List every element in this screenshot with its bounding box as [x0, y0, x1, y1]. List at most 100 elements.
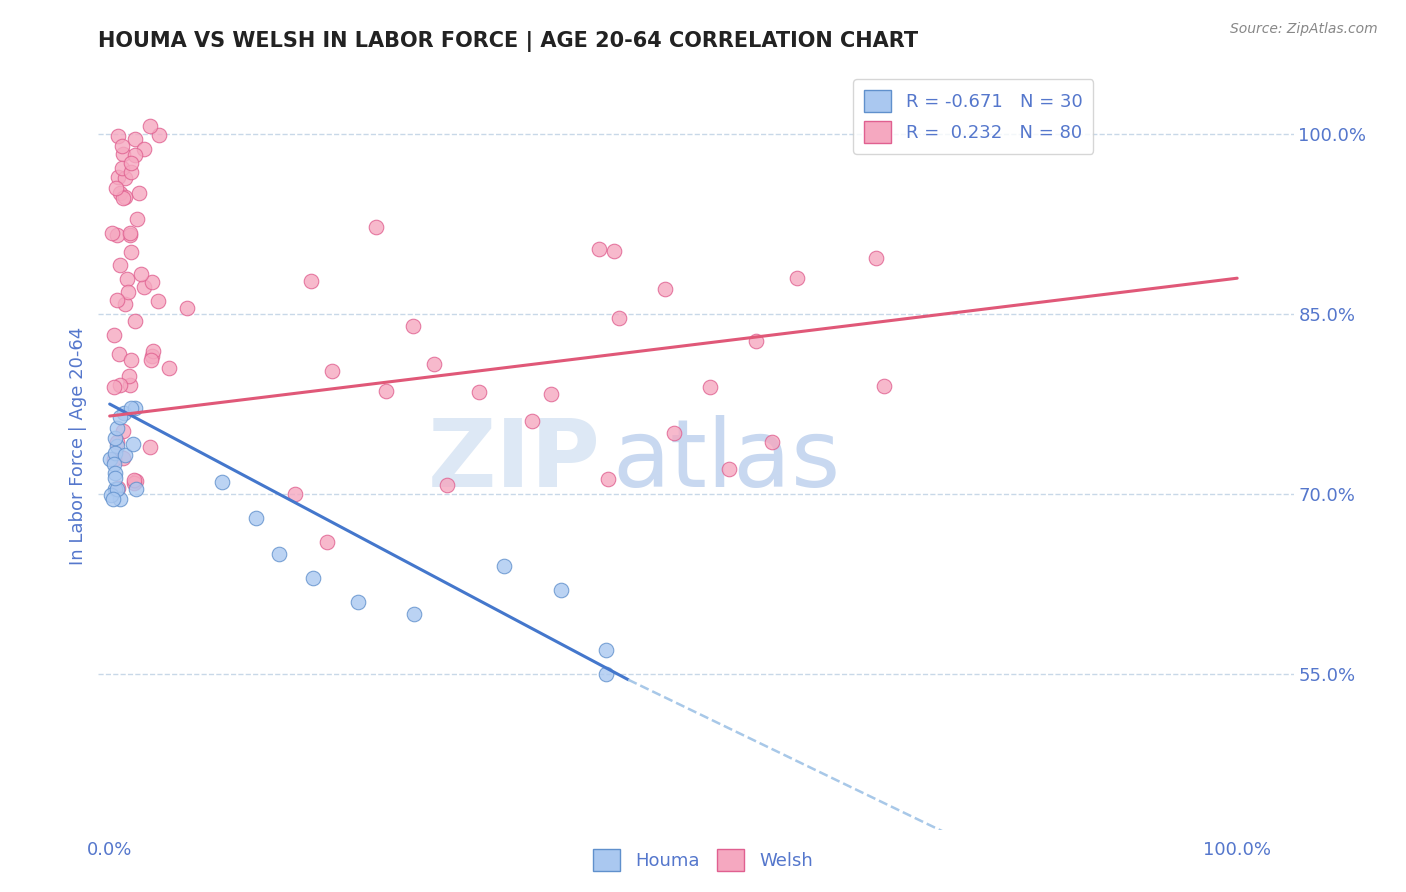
Point — [699, 380, 721, 394]
Point — [114, 448, 136, 462]
Point — [120, 245, 142, 260]
Point — [125, 474, 148, 488]
Point — [103, 457, 125, 471]
Point — [114, 190, 136, 204]
Point — [364, 220, 387, 235]
Point — [283, 487, 305, 501]
Legend: Houma, Welsh: Houma, Welsh — [586, 842, 820, 879]
Point — [114, 170, 136, 185]
Legend: R = -0.671   N = 30, R =  0.232   N = 80: R = -0.671 N = 30, R = 0.232 N = 80 — [853, 79, 1094, 154]
Point — [118, 369, 141, 384]
Text: atlas: atlas — [613, 416, 841, 508]
Point — [595, 642, 617, 657]
Point — [108, 491, 131, 506]
Point — [120, 228, 142, 243]
Point — [865, 252, 887, 266]
Point — [745, 334, 768, 348]
Point — [98, 452, 121, 467]
Point — [107, 169, 129, 184]
Point — [346, 595, 368, 609]
Point — [108, 259, 131, 273]
Point — [654, 282, 676, 296]
Y-axis label: In Labor Force | Age 20-64: In Labor Force | Age 20-64 — [69, 326, 87, 566]
Point — [321, 364, 343, 378]
Point — [662, 425, 685, 440]
Point — [139, 119, 162, 133]
Point — [105, 293, 128, 307]
Point — [111, 161, 134, 175]
Point — [132, 142, 155, 156]
Point — [124, 401, 146, 415]
Point — [522, 414, 544, 428]
Point — [595, 666, 617, 681]
Point — [108, 409, 131, 424]
Point — [423, 357, 446, 371]
Point — [111, 450, 134, 465]
Point — [148, 294, 170, 309]
Point — [316, 535, 339, 549]
Point — [104, 471, 127, 485]
Point — [267, 547, 290, 561]
Point — [120, 377, 142, 392]
Point — [122, 475, 145, 490]
Point — [375, 384, 398, 398]
Point — [301, 571, 323, 585]
Point — [142, 343, 165, 358]
Point — [104, 483, 127, 497]
Point — [299, 274, 322, 288]
Point — [148, 128, 170, 142]
Point — [128, 186, 150, 201]
Point — [129, 268, 152, 282]
Point — [603, 244, 626, 258]
Point — [132, 280, 155, 294]
Point — [101, 226, 124, 240]
Text: Source: ZipAtlas.com: Source: ZipAtlas.com — [1230, 22, 1378, 37]
Point — [588, 243, 610, 257]
Point — [139, 353, 162, 368]
Point — [104, 466, 127, 480]
Point — [718, 462, 741, 476]
Point — [105, 227, 128, 242]
Point — [141, 350, 163, 364]
Point — [124, 132, 146, 146]
Point — [100, 487, 122, 501]
Point — [105, 421, 128, 435]
Point — [761, 434, 783, 449]
Point — [468, 384, 491, 399]
Point — [114, 297, 136, 311]
Point — [112, 406, 135, 420]
Point — [157, 361, 180, 376]
Point — [120, 353, 142, 368]
Point — [786, 271, 808, 285]
Point — [609, 310, 631, 325]
Point — [540, 387, 562, 401]
Text: HOUMA VS WELSH IN LABOR FORCE | AGE 20-64 CORRELATION CHART: HOUMA VS WELSH IN LABOR FORCE | AGE 20-6… — [98, 31, 918, 53]
Point — [101, 491, 124, 506]
Point — [550, 582, 572, 597]
Point — [115, 272, 138, 286]
Point — [105, 482, 128, 496]
Point — [120, 156, 142, 170]
Text: ZIP: ZIP — [427, 416, 600, 508]
Point — [120, 226, 142, 240]
Point — [117, 285, 139, 300]
Point — [103, 380, 125, 394]
Point — [108, 377, 131, 392]
Point — [436, 478, 458, 492]
Point — [125, 482, 148, 496]
Point — [124, 147, 146, 161]
Point — [107, 481, 129, 495]
Point — [105, 181, 128, 195]
Point — [108, 186, 131, 200]
Point — [401, 318, 423, 333]
Point — [111, 191, 134, 205]
Point — [139, 440, 162, 454]
Point — [494, 558, 516, 573]
Point — [104, 431, 127, 445]
Point — [122, 437, 145, 451]
Point — [598, 472, 620, 486]
Point — [111, 424, 134, 438]
Point — [107, 128, 129, 143]
Point — [104, 446, 127, 460]
Point — [124, 314, 146, 328]
